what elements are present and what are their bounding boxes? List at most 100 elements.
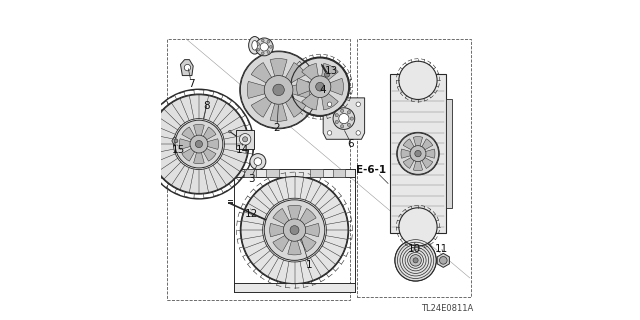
Polygon shape <box>180 60 193 76</box>
Circle shape <box>410 146 426 162</box>
Wedge shape <box>418 154 433 168</box>
Circle shape <box>413 258 418 263</box>
Wedge shape <box>320 87 339 110</box>
Wedge shape <box>296 78 320 95</box>
Circle shape <box>335 120 339 124</box>
Text: 10: 10 <box>408 244 420 254</box>
Circle shape <box>254 158 262 165</box>
Wedge shape <box>278 81 310 99</box>
Circle shape <box>415 150 421 157</box>
Bar <box>446 100 452 208</box>
Wedge shape <box>270 90 287 121</box>
Circle shape <box>257 48 260 51</box>
Circle shape <box>250 154 266 170</box>
Circle shape <box>356 131 360 135</box>
Circle shape <box>273 84 284 96</box>
Bar <box>167 39 350 300</box>
Circle shape <box>356 102 360 107</box>
Circle shape <box>399 208 437 246</box>
Circle shape <box>149 94 249 194</box>
Wedge shape <box>252 90 278 117</box>
Circle shape <box>291 58 349 116</box>
Polygon shape <box>323 98 365 139</box>
Polygon shape <box>437 253 449 268</box>
Wedge shape <box>278 62 306 90</box>
Bar <box>236 130 253 149</box>
Circle shape <box>257 43 260 45</box>
Text: TL24E0811A: TL24E0811A <box>420 304 473 313</box>
Circle shape <box>335 114 339 117</box>
Wedge shape <box>403 139 418 154</box>
Wedge shape <box>301 63 320 87</box>
Polygon shape <box>172 137 180 144</box>
Circle shape <box>241 176 349 284</box>
Wedge shape <box>294 208 316 230</box>
Circle shape <box>228 130 231 133</box>
Wedge shape <box>288 205 301 230</box>
Bar <box>266 169 278 177</box>
Circle shape <box>150 95 248 194</box>
Circle shape <box>291 57 349 116</box>
Wedge shape <box>252 62 278 90</box>
Circle shape <box>395 240 436 281</box>
Text: 11: 11 <box>435 244 448 254</box>
Circle shape <box>239 133 251 145</box>
Wedge shape <box>179 139 199 149</box>
Circle shape <box>241 177 348 284</box>
Text: 14: 14 <box>236 146 248 156</box>
Circle shape <box>262 39 264 42</box>
Bar <box>333 169 346 177</box>
Bar <box>234 169 355 177</box>
Circle shape <box>262 52 264 55</box>
Circle shape <box>284 219 306 241</box>
Wedge shape <box>418 139 433 154</box>
Wedge shape <box>199 127 216 144</box>
Wedge shape <box>418 149 435 158</box>
Circle shape <box>410 255 421 266</box>
Circle shape <box>348 123 351 126</box>
Circle shape <box>340 109 344 112</box>
Circle shape <box>339 114 349 124</box>
Circle shape <box>267 51 269 53</box>
Circle shape <box>269 45 272 48</box>
Bar <box>390 74 446 233</box>
Circle shape <box>264 76 293 104</box>
Circle shape <box>327 131 332 135</box>
Wedge shape <box>320 63 339 87</box>
Circle shape <box>440 257 447 264</box>
Circle shape <box>262 198 326 262</box>
Text: 8: 8 <box>204 101 210 111</box>
Text: 2: 2 <box>274 123 280 133</box>
Wedge shape <box>269 223 294 237</box>
Circle shape <box>397 133 438 174</box>
Circle shape <box>174 139 178 143</box>
Circle shape <box>241 52 317 128</box>
Circle shape <box>175 120 223 168</box>
Wedge shape <box>320 78 344 95</box>
Text: 6: 6 <box>347 139 353 149</box>
Bar <box>234 283 355 292</box>
Circle shape <box>264 200 324 260</box>
Wedge shape <box>413 137 422 154</box>
Bar <box>310 169 323 177</box>
Circle shape <box>290 226 299 235</box>
Circle shape <box>350 117 353 120</box>
Circle shape <box>309 76 331 98</box>
Wedge shape <box>413 154 422 171</box>
Wedge shape <box>401 149 418 158</box>
Circle shape <box>348 111 351 114</box>
Wedge shape <box>247 81 278 99</box>
Wedge shape <box>301 87 320 110</box>
Wedge shape <box>194 124 204 144</box>
Wedge shape <box>294 223 319 237</box>
Circle shape <box>327 102 332 107</box>
Wedge shape <box>270 59 287 90</box>
Text: 15: 15 <box>172 146 185 156</box>
Wedge shape <box>294 230 316 252</box>
Circle shape <box>255 38 273 56</box>
Circle shape <box>190 135 208 153</box>
Circle shape <box>173 119 225 170</box>
Text: 13: 13 <box>324 66 338 76</box>
Wedge shape <box>199 139 218 149</box>
Wedge shape <box>273 208 294 230</box>
